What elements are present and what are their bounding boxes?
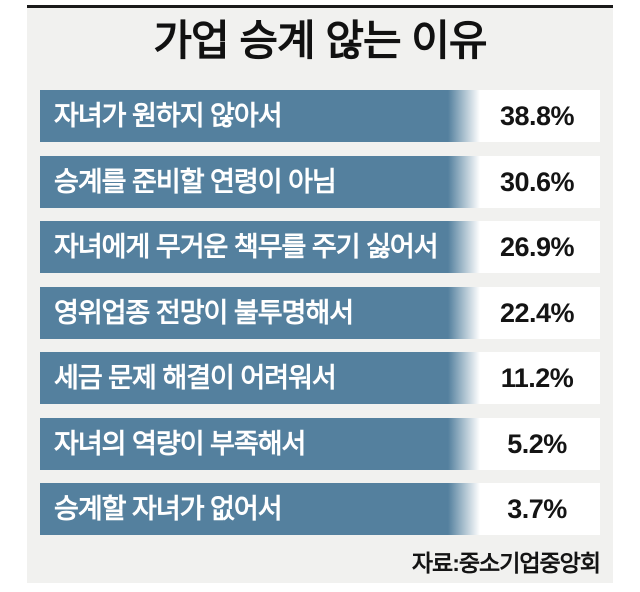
bar-label: 자녀가 원하지 않아서 xyxy=(54,101,283,131)
bar-label: 영위업종 전망이 불투명해서 xyxy=(54,297,354,328)
bar-rows-container: 자녀가 원하지 않아서 38.8% 승계를 준비할 연령이 아님 30.6% 자녀에게 … xyxy=(40,90,600,535)
bar-value: 22.4% xyxy=(499,297,575,328)
bar-row: 자녀의 역량이 부족해서 5.2% xyxy=(40,417,600,470)
bar-label: 승계를 준비할 연령이 아님 xyxy=(54,166,337,197)
bar-value: 38.8% xyxy=(499,101,575,131)
bar-value: 26.9% xyxy=(499,232,575,262)
bar-row: 자녀에게 무거운 책무를 주기 싫어서 26.9% xyxy=(40,221,600,273)
bar-value: 3.7% xyxy=(507,494,567,524)
chart-title: 가업 승계 않는 이유 xyxy=(153,17,487,64)
source-credit: 자료:중소기업중앙회 xyxy=(411,550,601,576)
bar-row: 영위업종 전망이 불투명해서 22.4% xyxy=(40,286,600,339)
bar-value: 30.6% xyxy=(499,166,575,197)
bar-row: 승계할 자녀가 없어서 3.7% xyxy=(40,483,600,535)
bar-row: 자녀가 원하지 않아서 38.8% xyxy=(40,90,600,142)
bar-row: 세금 문제 해결이 어려워서 11.2% xyxy=(40,352,600,404)
bar-value: 11.2% xyxy=(500,363,574,393)
bar-label: 자녀의 역량이 부족해서 xyxy=(54,428,306,459)
bar-label: 승계할 자녀가 없어서 xyxy=(54,494,283,524)
bar-label: 자녀에게 무거운 책무를 주기 싫어서 xyxy=(54,232,439,262)
chart-panel: 가업 승계 않는 이유 자녀가 원하지 않아서 38.8% 승계를 준비할 연령이 … xyxy=(27,5,613,583)
bar-label: 세금 문제 해결이 어려워서 xyxy=(54,363,337,393)
bar-value: 5.2% xyxy=(507,428,567,459)
bar-row: 승계를 준비할 연령이 아님 30.6% xyxy=(40,155,600,208)
